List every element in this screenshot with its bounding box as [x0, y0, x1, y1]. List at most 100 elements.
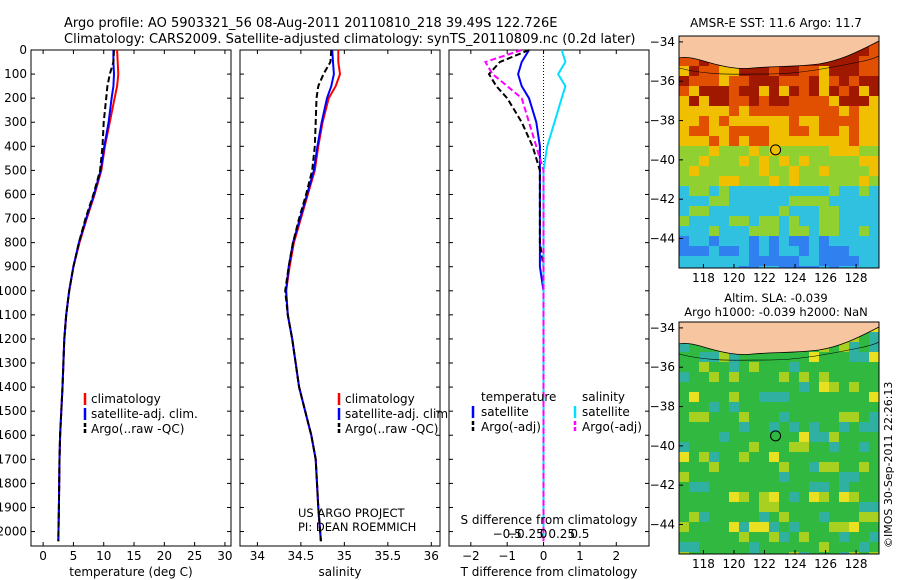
map-cell: [759, 146, 770, 157]
map-cell: [719, 382, 730, 393]
map-cell: [819, 116, 830, 127]
s-tick-label: 0: [540, 527, 548, 541]
map-cell: [849, 86, 860, 97]
map-cell: [809, 226, 820, 237]
map-cell: [749, 76, 760, 87]
map-cell: [769, 216, 780, 227]
map-cell: [739, 166, 750, 177]
map-cell: [779, 532, 790, 543]
map-cell: [709, 196, 720, 207]
map-cell: [869, 482, 879, 493]
map-cell: [849, 532, 860, 543]
map-cell: [719, 206, 730, 217]
map-cell: [839, 452, 850, 463]
map-cell: [769, 156, 780, 167]
map-cell: [769, 512, 780, 523]
map-cell: [789, 156, 800, 167]
map-cell: [819, 186, 830, 197]
map-cell: [839, 412, 850, 423]
depth-tick-label: 1400: [0, 380, 27, 394]
map-cell: [679, 532, 690, 543]
map-cell: [859, 76, 870, 87]
map-cell: [829, 96, 840, 107]
map-cell: [779, 412, 790, 423]
map-cell: [869, 196, 879, 207]
map-cell: [709, 136, 720, 147]
map-cell: [809, 66, 820, 77]
map-cell: [849, 512, 860, 523]
map-cell: [739, 422, 750, 433]
sst-map-image: [679, 36, 879, 268]
map-cell: [719, 552, 730, 554]
map-cell: [819, 412, 830, 423]
map-cell: [829, 352, 840, 363]
map-cell: [769, 412, 780, 423]
map-cell: [809, 442, 820, 453]
map-cell: [809, 266, 820, 268]
map-cell: [789, 552, 800, 554]
map-cell: [859, 146, 870, 157]
map-cell: [689, 106, 700, 117]
map-cell: [749, 452, 760, 463]
map-cell: [859, 442, 870, 453]
map-cell: [719, 246, 730, 257]
map-cell: [839, 462, 850, 473]
map-cell: [819, 86, 830, 97]
map-cell: [759, 96, 770, 107]
map-cell: [799, 452, 810, 463]
map-cell: [789, 266, 800, 268]
map-cell: [849, 166, 860, 177]
map-cell: [759, 382, 770, 393]
sst-map-ticks: 118 120 122 124 126 128 −34 −36 −38 −40 −42 −44: [650, 35, 868, 285]
map-cell: [759, 206, 770, 217]
map-cell: [739, 136, 750, 147]
map-cell: [849, 502, 860, 513]
map-cell: [859, 86, 870, 97]
map-cell: [729, 226, 740, 237]
map-cell: [739, 352, 750, 363]
map-cell: [729, 146, 740, 157]
map-cell: [759, 106, 770, 117]
map-cell: [839, 106, 850, 117]
map-cell: [739, 126, 750, 137]
map-cell: [819, 512, 830, 523]
map-cell: [809, 76, 820, 87]
map-cell: [679, 256, 690, 267]
map-cell: [769, 116, 780, 127]
map-cell: [839, 56, 850, 67]
map-cell: [849, 522, 860, 533]
map-cell: [789, 382, 800, 393]
map-cell: [789, 532, 800, 543]
map-cell: [769, 382, 780, 393]
depth-tick-label: 0: [19, 43, 27, 57]
map-cell: [719, 442, 730, 453]
s-tick-label: 0.5: [570, 527, 589, 541]
map-cell: [789, 432, 800, 443]
x-tick-label: −1: [498, 549, 516, 563]
map-cell: [839, 472, 850, 483]
map-cell: [799, 86, 810, 97]
map-cell: [779, 116, 790, 127]
map-cell: [809, 146, 820, 157]
lon-tick-label: 126: [814, 271, 837, 285]
map-cell: [799, 66, 810, 77]
map-cell: [859, 362, 870, 373]
map-cell: [759, 472, 770, 483]
map-cell: [689, 542, 700, 553]
map-cell: [679, 412, 690, 423]
map-cell: [809, 352, 820, 363]
map-cell: [749, 266, 760, 268]
map-cell: [749, 116, 760, 127]
map-cell: [829, 136, 840, 147]
map-cell: [739, 246, 750, 257]
map-cell: [869, 402, 879, 413]
map-cell: [779, 482, 790, 493]
map-cell: [749, 196, 760, 207]
map-cell: [709, 166, 720, 177]
map-cell: [739, 116, 750, 127]
map-cell: [689, 146, 700, 157]
map-cell: [809, 246, 820, 257]
map-cell: [849, 226, 860, 237]
map-cell: [839, 226, 850, 237]
map-cell: [699, 472, 710, 483]
